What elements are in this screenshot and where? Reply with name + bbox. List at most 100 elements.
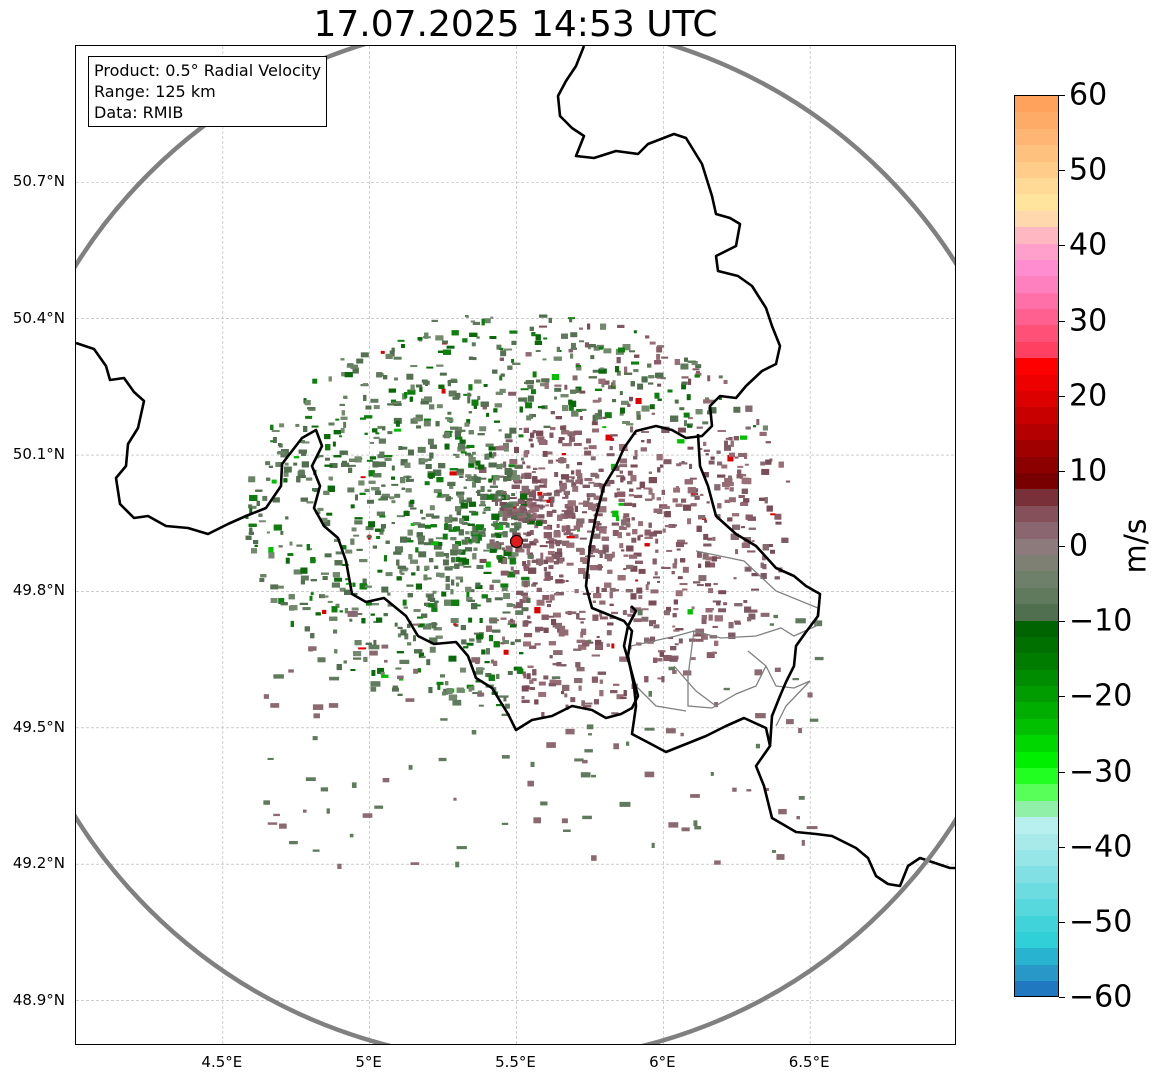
echo-pixel — [550, 411, 555, 415]
echo-pixel — [619, 391, 623, 396]
radar-map[interactable] — [75, 45, 956, 1045]
echo-pixel — [495, 496, 499, 501]
echo-pixel — [327, 600, 333, 603]
echo-pixel — [548, 317, 552, 323]
echo-pixel — [573, 430, 582, 435]
echo-pixel — [387, 431, 393, 435]
echo-pixel — [592, 614, 599, 621]
echo-pixel — [372, 428, 378, 433]
echo-pixel — [449, 471, 457, 476]
echo-pixel — [465, 586, 472, 592]
echo-pixel — [437, 492, 442, 497]
echo-pixel — [285, 557, 290, 564]
echo-pixel — [543, 627, 549, 633]
echo-pixel — [423, 418, 431, 421]
echo-pixel — [503, 490, 507, 497]
echo-pixel — [657, 383, 662, 387]
echo-pixel — [464, 537, 470, 540]
echo-pixel — [324, 553, 332, 558]
echo-pixel — [756, 419, 760, 426]
echo-pixel — [675, 590, 683, 597]
echo-pixel — [425, 603, 430, 607]
echo-pixel — [701, 618, 707, 625]
echo-pixel — [410, 384, 415, 391]
echo-pixel — [570, 697, 576, 703]
echo-pixel — [536, 587, 542, 592]
echo-pixel — [360, 476, 366, 479]
echo-pixel — [709, 635, 717, 639]
echo-pixel — [309, 595, 313, 601]
echo-pixel — [574, 589, 579, 594]
echo-pixel — [429, 558, 434, 563]
echo-pixel — [533, 539, 539, 543]
echo-pixel — [445, 417, 450, 420]
echo-pixel — [446, 518, 450, 524]
echo-pixel — [570, 342, 576, 349]
echo-pixel — [688, 378, 692, 385]
echo-pixel — [562, 684, 570, 691]
echo-pixel — [522, 461, 526, 465]
echo-pixel — [569, 318, 573, 323]
echo-pixel — [734, 456, 739, 459]
echo-pixel — [465, 531, 470, 535]
echo-pixel — [591, 676, 598, 683]
echo-pixel — [487, 489, 492, 492]
echo-pixel — [576, 366, 582, 371]
echo-pixel — [496, 344, 502, 350]
echo-pixel — [552, 612, 561, 618]
echo-pixel — [283, 471, 289, 477]
echo-pixel — [591, 421, 598, 426]
echo-pixel — [538, 495, 543, 499]
echo-pixel — [401, 487, 405, 490]
echo-pixel — [371, 669, 376, 676]
echo-pixel — [328, 376, 332, 382]
echo-pixel — [679, 583, 688, 586]
echo-pixel — [669, 657, 678, 662]
echo-pixel — [468, 411, 472, 414]
echo-pixel — [448, 529, 457, 532]
echo-pixel — [277, 585, 284, 589]
echo-pixel — [478, 704, 484, 707]
echo-pixel — [570, 389, 577, 394]
echo-pixel — [723, 602, 728, 606]
echo-pixel — [507, 571, 516, 578]
echo-pixel — [493, 420, 500, 423]
echo-pixel — [721, 464, 728, 469]
echo-pixel — [509, 558, 516, 565]
echo-pixel — [554, 593, 560, 596]
echo-pixel — [405, 537, 411, 542]
echo-pixel — [435, 421, 440, 427]
echo-pixel — [304, 626, 310, 632]
echo-pixel — [400, 477, 406, 484]
echo-pixel — [321, 595, 329, 598]
echo-pixel — [413, 522, 419, 526]
echo-pixel — [551, 496, 555, 503]
echo-pixel — [522, 543, 531, 549]
echo-pixel — [499, 388, 506, 393]
echo-pixel — [278, 598, 285, 605]
echo-pixel — [728, 632, 736, 639]
echo-pixel — [639, 534, 644, 537]
echo-pixel — [621, 549, 625, 552]
echo-pixel — [491, 523, 498, 526]
echo-pixel — [689, 423, 693, 426]
echo-pixel — [641, 440, 645, 443]
echo-pixel — [655, 538, 659, 544]
echo-pixel — [617, 324, 625, 328]
echo-pixel — [439, 572, 445, 578]
echo-pixel — [527, 514, 536, 520]
echo-pixel — [581, 511, 587, 514]
echo-pixel — [727, 482, 734, 487]
echo-pixel — [619, 543, 624, 549]
echo-pixel — [554, 384, 562, 387]
echo-pixel — [616, 357, 621, 364]
echo-pixel — [562, 443, 570, 447]
echo-pixel — [595, 548, 599, 553]
echo-pixel — [657, 580, 661, 583]
echo-pixel — [559, 558, 564, 564]
echo-pixel — [638, 595, 643, 600]
echo-pixel — [537, 439, 546, 443]
echo-pixel — [383, 613, 388, 617]
echo-pixel — [587, 530, 596, 533]
echo-pixel — [460, 667, 467, 673]
